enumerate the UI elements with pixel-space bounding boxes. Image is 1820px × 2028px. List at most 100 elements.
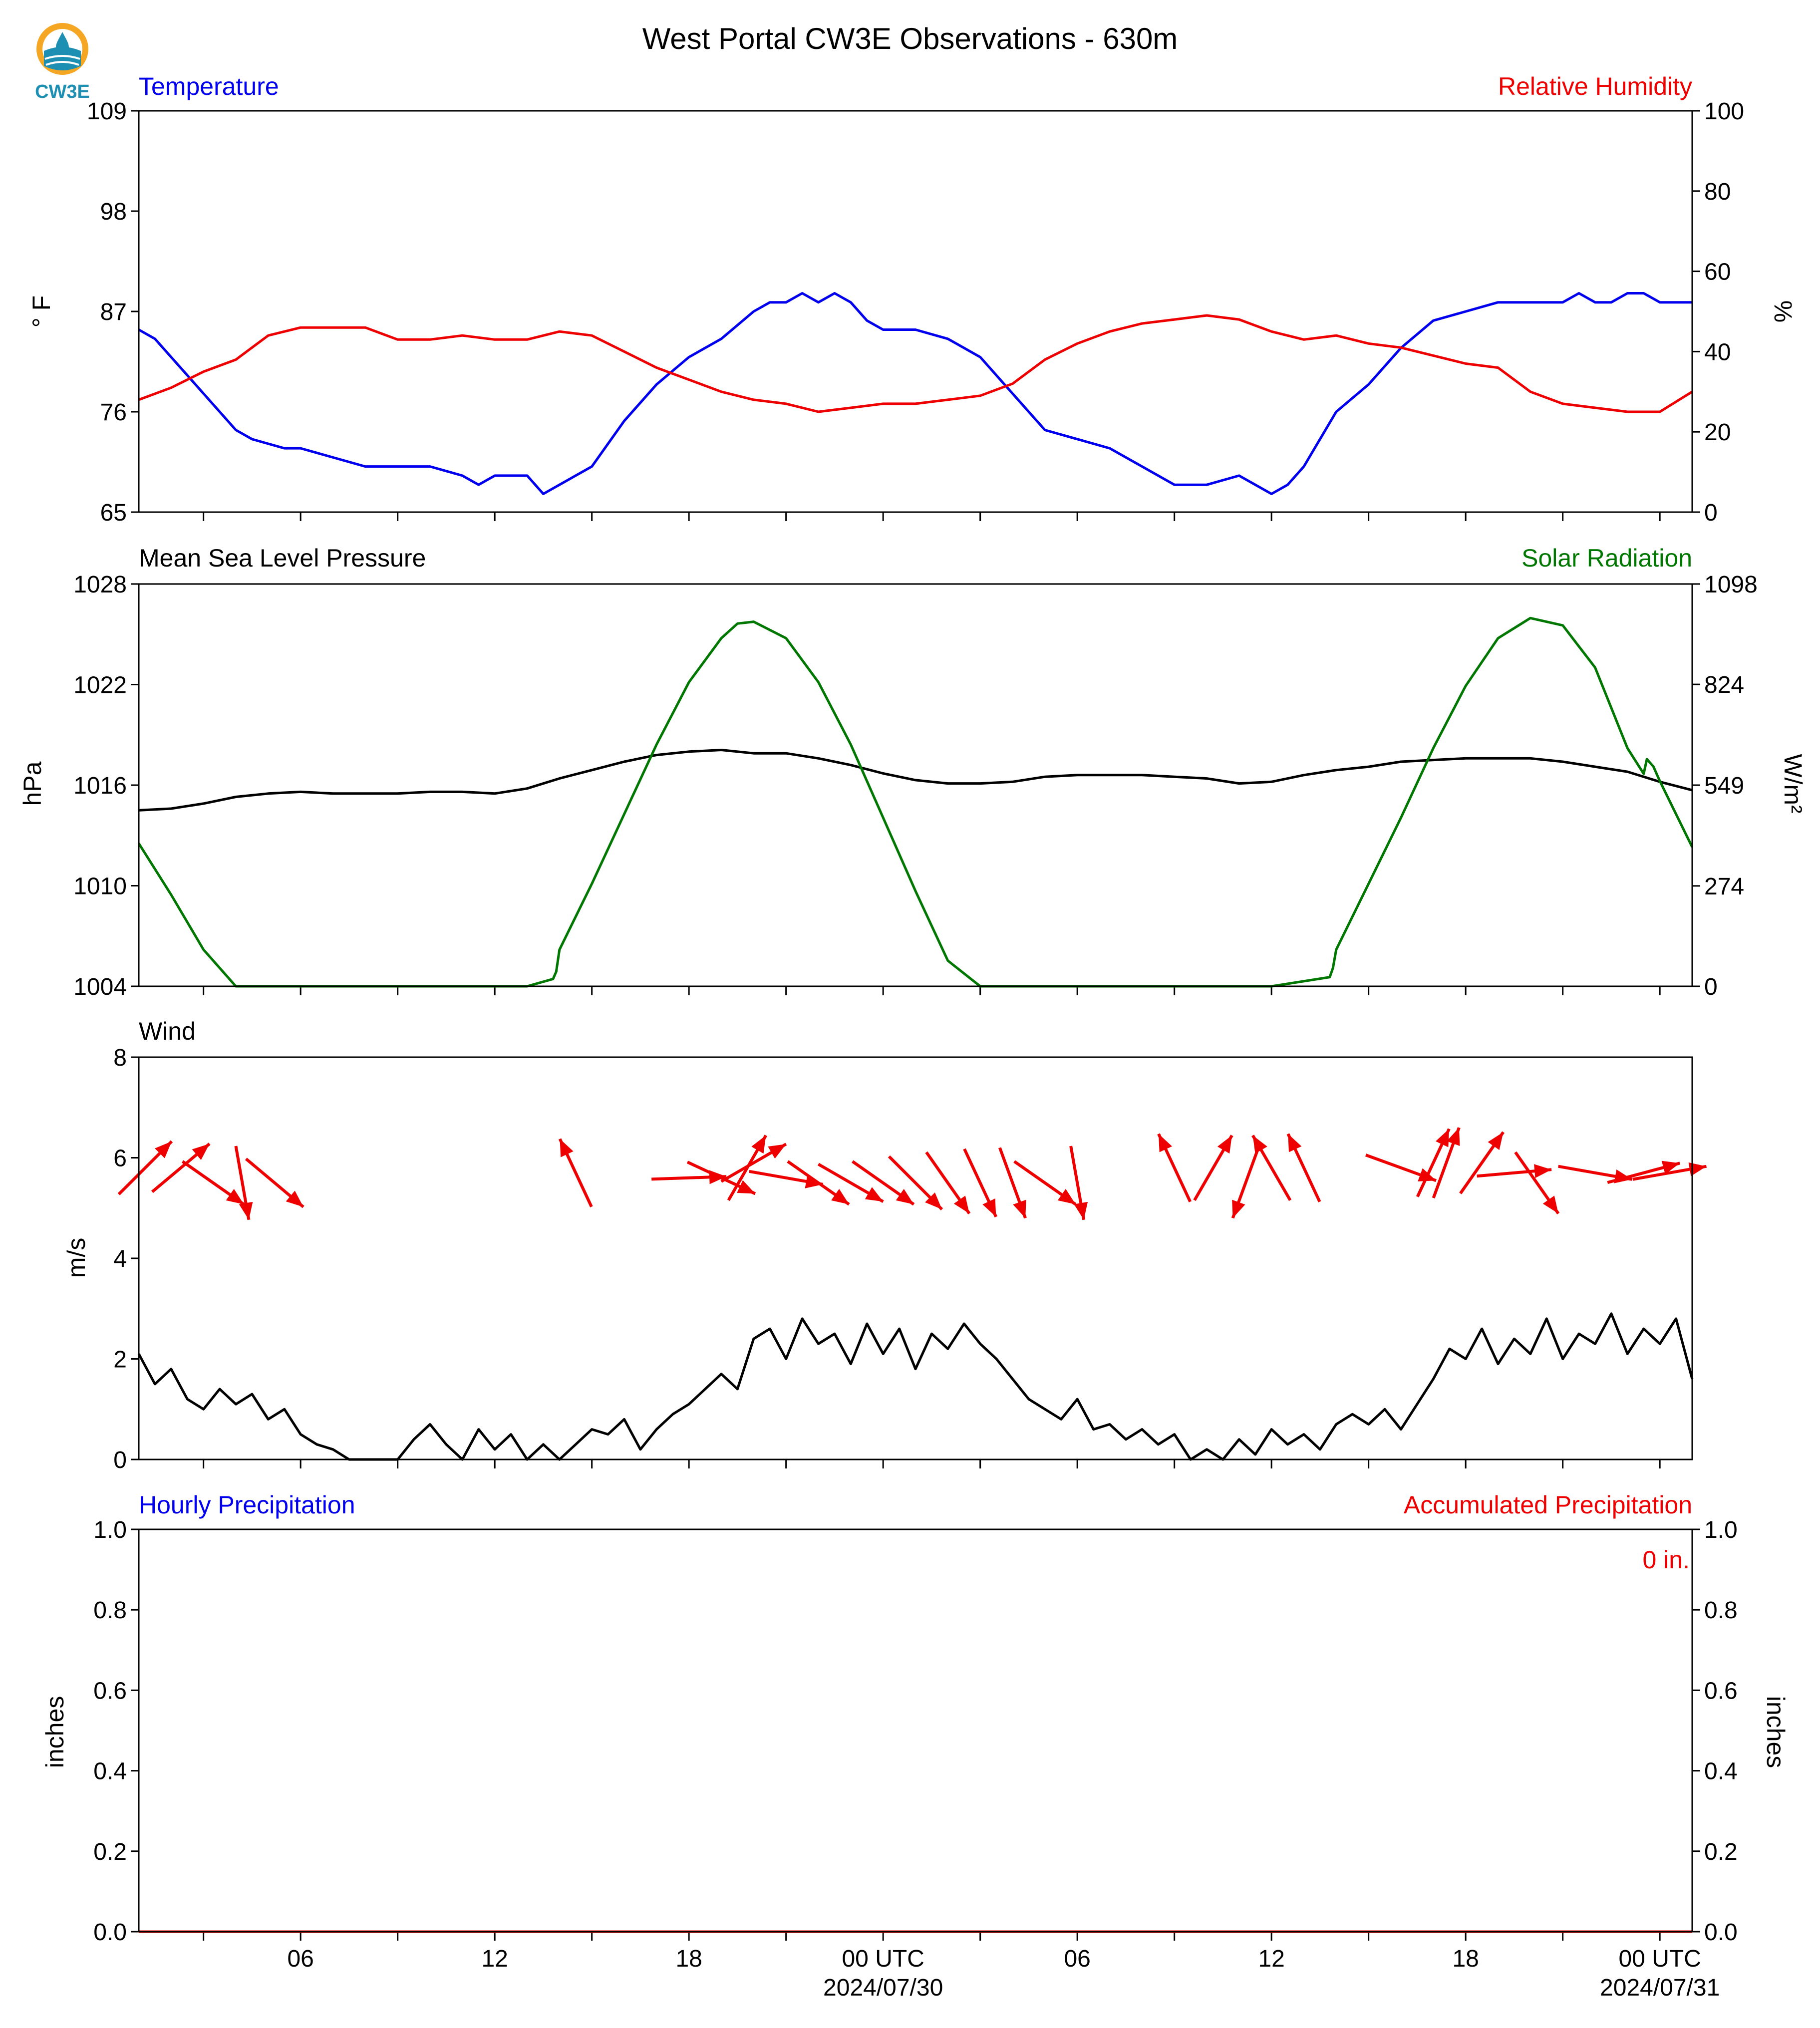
panel-4-frame [138, 1528, 1693, 1933]
wind-arrow-head [865, 1187, 884, 1202]
y-tick-label: 6 [113, 1146, 127, 1172]
wind-arrow-head [1488, 1132, 1504, 1151]
wind-arrow-head [1661, 1160, 1680, 1174]
wind-arrow [1558, 1164, 1632, 1183]
wind-arrow-head [239, 1201, 253, 1220]
accum-precip-title: Accumulated Precipitation [1404, 1491, 1692, 1519]
wind-arrow [963, 1148, 998, 1218]
rh-ylabel: % [1769, 300, 1797, 322]
y-tick-label: 1004 [73, 974, 127, 1000]
wind-arrow [888, 1155, 943, 1211]
wind-arrow-head [751, 1135, 766, 1154]
x-tick-label: 00 UTC [1618, 1946, 1701, 1972]
wind-arrow [1193, 1135, 1233, 1201]
wind-arrow-head [1057, 1188, 1076, 1204]
wind-arrow [1477, 1164, 1552, 1178]
wind-arrow [1632, 1162, 1707, 1181]
panel-1-frame [138, 110, 1693, 513]
wind-arrow [1514, 1151, 1560, 1215]
y-tick-label: 0.4 [93, 1758, 127, 1785]
wind-arrow-head [1252, 1135, 1267, 1154]
precip-right-ylabel: inches [1762, 1696, 1790, 1768]
series-line-relative-humidity [138, 314, 1693, 413]
y-tick-label: 1.0 [93, 1517, 127, 1543]
series-line-temperature [138, 292, 1692, 495]
y-tick-label: 65 [100, 500, 127, 526]
y-tick-label: 1010 [73, 873, 127, 900]
y2-tick-label: 0.8 [1704, 1597, 1738, 1624]
wind-arrow-head [1542, 1195, 1558, 1214]
wind-arrow [1416, 1128, 1451, 1197]
wind-arrow-head [1217, 1135, 1232, 1154]
rh-title: Relative Humidity [1498, 72, 1692, 100]
y2-tick-label: 549 [1704, 773, 1744, 799]
y-tick-label: 0 [113, 1447, 127, 1473]
panel-temp-rh: Temperature Relative Humidity ° F % 65 76… [27, 72, 1797, 526]
panel-2-frame [138, 583, 1693, 987]
accum-precip-label: 0 in. [1642, 1546, 1690, 1574]
wind-arrow-head [1074, 1201, 1088, 1220]
wind-ylabel: m/s [62, 1238, 90, 1278]
y2-tick-label: 0.2 [1704, 1839, 1738, 1865]
wind-arrow-head [953, 1195, 969, 1214]
solar-ylabel: W/m² [1779, 754, 1807, 813]
panel-pressure-solar: Mean Sea Level Pressure Solar Radiation … [18, 544, 1807, 1000]
y-tick-label: 98 [100, 199, 127, 225]
y-tick-label: 0.8 [93, 1597, 127, 1624]
y2-tick-label: 80 [1704, 179, 1731, 205]
y-tick-label: 8 [113, 1045, 127, 1071]
wind-arrow [1157, 1133, 1192, 1202]
wind-arrow [151, 1143, 211, 1193]
x-tick-label: 06 [287, 1946, 313, 1972]
x-tick-label: 00 UTC [842, 1946, 924, 1972]
wind-arrow-head [831, 1188, 849, 1204]
wind-arrow [1013, 1160, 1077, 1206]
x-tick-label: 12 [481, 1946, 508, 1972]
hourly-precip-title: Hourly Precipitation [139, 1491, 355, 1519]
y-tick-label: 4 [113, 1246, 127, 1272]
wind-arrow-head [737, 1180, 755, 1194]
y-tick-label: 109 [87, 98, 127, 125]
wind-arrow [787, 1160, 850, 1206]
y2-tick-label: 0.0 [1704, 1919, 1738, 1946]
wind-arrow-head [896, 1188, 914, 1204]
wind-arrow [117, 1140, 173, 1195]
figure-title: West Portal CW3E Observations - 630m [642, 22, 1178, 55]
x-date-label: 2024/07/31 [1600, 1975, 1720, 2001]
wind-arrow [558, 1138, 593, 1207]
wind-arrow [1286, 1133, 1321, 1202]
wind-arrow [852, 1160, 915, 1206]
wind-arrow [234, 1146, 253, 1220]
y-tick-label: 1028 [73, 572, 127, 598]
x-date-label: 2024/07/30 [823, 1975, 943, 2001]
logo-text: CW3E [35, 81, 90, 102]
y-tick-label: 0.2 [93, 1839, 127, 1865]
wind-arrow [1432, 1127, 1461, 1199]
y-tick-label: 0.0 [93, 1919, 127, 1946]
y2-tick-label: 824 [1704, 672, 1744, 698]
x-tick-label: 12 [1258, 1946, 1284, 1972]
temp-ylabel: ° F [27, 295, 55, 327]
wind-arrow-head [1158, 1134, 1173, 1153]
pressure-title: Mean Sea Level Pressure [139, 544, 426, 572]
panel-3-frame [138, 1056, 1693, 1460]
wind-arrow [1069, 1146, 1088, 1220]
y-tick-label: 87 [100, 299, 127, 325]
y2-tick-label: 0.4 [1704, 1758, 1738, 1785]
wind-arrow-head [1013, 1199, 1026, 1218]
logo-wave-icon [44, 47, 81, 70]
solar-title: Solar Radiation [1521, 544, 1692, 572]
wind-arrow-head [1435, 1129, 1450, 1148]
wind-arrow [1251, 1135, 1292, 1201]
wind-title: Wind [139, 1017, 196, 1045]
wind-arrow-head [192, 1144, 210, 1160]
precip-left-ylabel: inches [41, 1696, 69, 1768]
wind-arrow [245, 1158, 304, 1208]
y-tick-label: 76 [100, 399, 127, 426]
wind-arrow [686, 1160, 756, 1195]
wind-arrow-head [1447, 1128, 1460, 1146]
wind-arrow-head [560, 1139, 574, 1158]
wind-arrow-head [1534, 1164, 1552, 1178]
y2-tick-label: 40 [1704, 339, 1731, 365]
